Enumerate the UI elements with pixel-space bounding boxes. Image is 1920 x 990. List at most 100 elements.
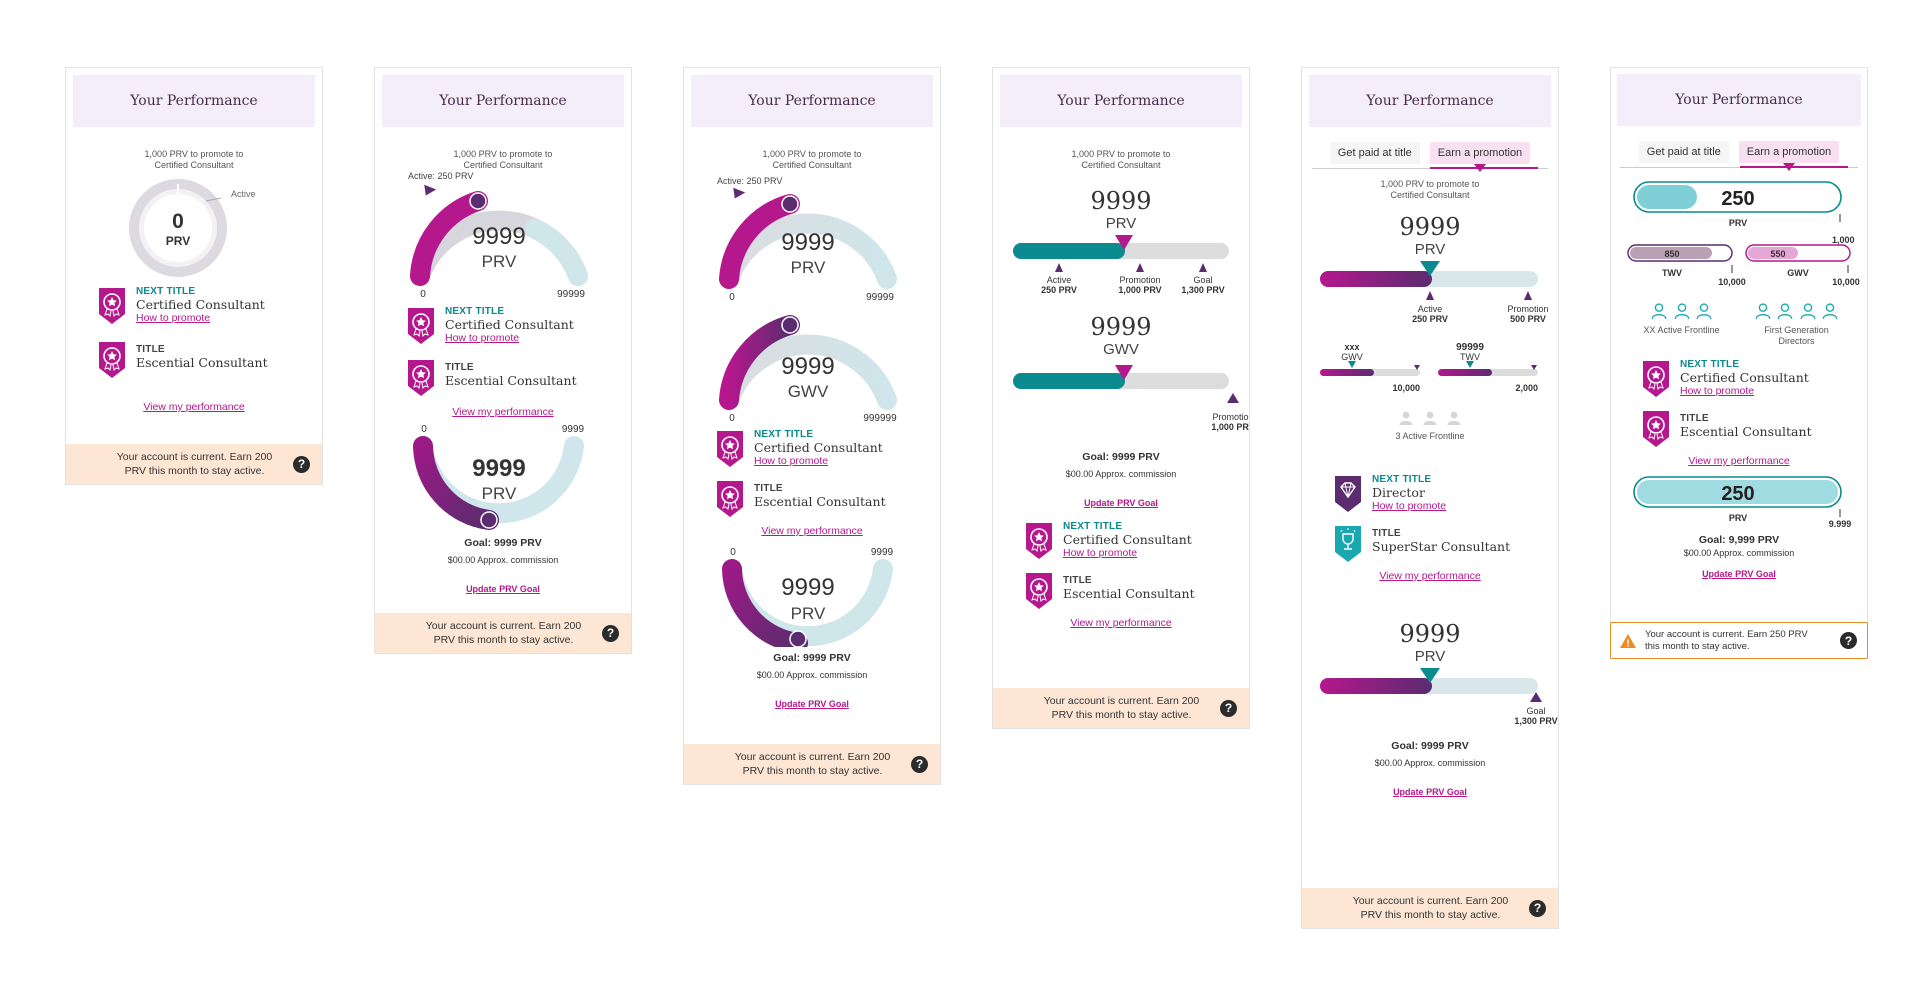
gwv-twv-mini-bars: xxx GWV 10,000 99999 TWV 2,000 xyxy=(1320,342,1538,393)
warning-icon: ! xyxy=(1620,633,1636,649)
gwv-max: 10,000 xyxy=(1392,383,1420,393)
help-icon[interactable]: ? xyxy=(1220,699,1237,717)
update-goal-link[interactable]: Update PRV Goal xyxy=(775,699,849,709)
prv-unit-2: PRV xyxy=(1414,648,1446,665)
promote-caption-title: Certified Consultant xyxy=(1081,160,1161,170)
how-to-promote-link[interactable]: How to promote xyxy=(1063,547,1138,559)
frontline-section: XX Active Frontline First Generation Dir… xyxy=(1610,302,1868,347)
award-badge-icon xyxy=(1641,359,1671,399)
card-title: Your Performance xyxy=(1057,93,1185,109)
tab-earn-a-promotion[interactable]: Earn a promotion xyxy=(1429,142,1531,172)
tab-bar: Get paid at title Earn a promotion xyxy=(1610,141,1868,171)
marker-goal-value: 1,300 PRV xyxy=(1514,716,1557,726)
approx-commission: $00.00 Approx. commission xyxy=(1683,548,1795,558)
performance-card-1: Your Performance 1,000 PRV to promote to… xyxy=(65,67,323,485)
view-performance-link[interactable]: View my performance xyxy=(1379,570,1481,582)
next-title-row: NEXT TITLE Certified Consultant How to p… xyxy=(375,306,631,346)
goal-gauge-value: 9999 xyxy=(472,455,525,482)
goal-gauge-value: 9999 xyxy=(781,574,834,601)
marker-promotion-value: 1,000 PRV xyxy=(1211,422,1249,432)
award-badge-icon xyxy=(715,479,745,519)
marker-active: Active xyxy=(1047,275,1072,285)
current-title-row: TITLE Escential Consultant xyxy=(993,571,1249,611)
account-status-banner: Your account is current. Earn 200 PRV th… xyxy=(1302,888,1558,928)
first-gen-label-2: Directors xyxy=(1778,336,1815,346)
card-header: Your Performance xyxy=(1617,74,1861,126)
gauge-min: 0 xyxy=(729,413,735,424)
award-badge-icon xyxy=(406,306,436,346)
award-badge-icon xyxy=(1024,521,1054,561)
status-line-2: this month to stay active. xyxy=(1645,640,1750,652)
tab-earn-a-promotion[interactable]: Earn a promotion xyxy=(1738,141,1840,171)
next-title-name: Director xyxy=(1372,485,1425,500)
update-goal-link[interactable]: Update PRV Goal xyxy=(1084,498,1158,508)
how-to-promote-link[interactable]: How to promote xyxy=(445,332,520,344)
twv-gwv-pills: 850 TWV 10,000 550 GWV 10,000 xyxy=(1627,244,1860,287)
active-frontline-label: 3 Active Frontline xyxy=(1395,431,1465,441)
goal-text: Goal: 9999 PRV xyxy=(464,537,542,549)
marker-promotion: Promotion xyxy=(1212,412,1249,422)
title-label: TITLE xyxy=(1372,528,1401,539)
promote-caption: 1,000 PRV to promote to xyxy=(1071,149,1171,159)
prv-value: 9999 xyxy=(1090,187,1152,215)
help-icon[interactable]: ? xyxy=(293,455,310,473)
next-title-label: NEXT TITLE xyxy=(754,429,814,440)
next-title-label: NEXT TITLE xyxy=(1063,521,1123,532)
current-title-row: TITLE Escential Consultant xyxy=(375,358,631,398)
gwv-label: GWV xyxy=(1787,268,1809,278)
tab-get-paid-at-title[interactable]: Get paid at title xyxy=(1329,142,1420,164)
next-title-row: NEXT TITLE Certified Consultant How to p… xyxy=(993,521,1249,561)
next-title-label: NEXT TITLE xyxy=(136,286,196,297)
active-label: Active xyxy=(231,189,256,199)
marker-promotion-value: 1,000 PRV xyxy=(1118,285,1161,295)
current-title-row: TITLE Escential Consultant xyxy=(684,479,940,519)
person-icon xyxy=(1799,302,1817,320)
view-performance-link[interactable]: View my performance xyxy=(761,525,863,537)
award-badge-icon xyxy=(97,340,127,380)
gauge-max: 9999 xyxy=(871,547,894,558)
marker-promotion-value: 500 PRV xyxy=(1510,314,1546,324)
prv-arc-gauge: Active: 250 PRV 9999 PRV 0 99999 xyxy=(717,176,897,303)
performance-card-2: Your Performance 1,000 PRV to promote to… xyxy=(374,67,632,654)
gauge-min: 0 xyxy=(730,547,736,558)
card-header: Your Performance xyxy=(1000,75,1242,127)
gauge-unit: PRV xyxy=(791,258,826,277)
gwv-label: GWV xyxy=(1341,352,1363,362)
update-goal-link[interactable]: Update PRV Goal xyxy=(1702,569,1776,579)
view-performance-link[interactable]: View my performance xyxy=(1070,617,1172,629)
next-title-row: NEXT TITLE Director How to promote xyxy=(1302,474,1558,514)
twv-top-value: 99999 xyxy=(1456,342,1484,353)
help-icon[interactable]: ? xyxy=(1529,899,1546,917)
help-icon[interactable]: ? xyxy=(602,624,619,642)
gwv-value: 550 xyxy=(1770,249,1785,259)
how-to-promote-link[interactable]: How to promote xyxy=(754,455,829,467)
gauge-min: 0 xyxy=(420,289,426,300)
tab-get-paid-at-title[interactable]: Get paid at title xyxy=(1638,141,1729,163)
view-performance-link[interactable]: View my performance xyxy=(143,401,245,413)
title-label: TITLE xyxy=(1680,413,1709,424)
next-title-label: NEXT TITLE xyxy=(1372,474,1432,485)
how-to-promote-link[interactable]: How to promote xyxy=(136,312,211,324)
view-performance-link[interactable]: View my performance xyxy=(1688,455,1790,467)
how-to-promote-link[interactable]: How to promote xyxy=(1372,500,1447,512)
help-icon[interactable]: ? xyxy=(911,755,928,773)
gauge-min: 0 xyxy=(421,424,427,435)
award-badge-icon xyxy=(1641,409,1671,449)
help-icon[interactable]: ? xyxy=(1840,632,1857,649)
account-status-banner: Your account is current. Earn 200 PRV th… xyxy=(375,613,631,653)
person-icon xyxy=(1446,410,1462,426)
twv-label: TWV xyxy=(1460,352,1480,362)
performance-card-6: Your Performance Get paid at title Earn … xyxy=(1610,67,1868,659)
next-title-name: Certified Consultant xyxy=(136,297,265,312)
prv-max: 9,999 xyxy=(1829,519,1852,527)
twv-label: TWV xyxy=(1662,268,1682,278)
gauge-max: 99999 xyxy=(866,292,894,303)
account-warning-banner: ! Your account is current. Earn 250 PRV … xyxy=(1610,622,1868,659)
how-to-promote-link[interactable]: How to promote xyxy=(1680,385,1755,397)
person-icon xyxy=(1776,302,1794,320)
view-performance-link[interactable]: View my performance xyxy=(452,406,554,418)
marker-active: Active xyxy=(1418,304,1443,314)
update-goal-link[interactable]: Update PRV Goal xyxy=(1393,787,1467,797)
update-goal-link[interactable]: Update PRV Goal xyxy=(466,584,540,594)
performance-card-4: Your Performance 1,000 PRV to promote to… xyxy=(992,67,1255,729)
